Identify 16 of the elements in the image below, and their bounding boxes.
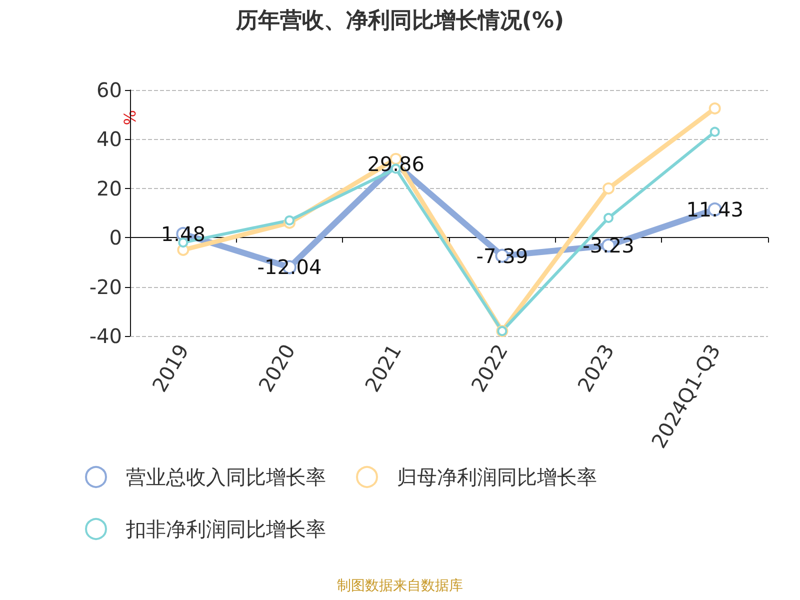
y-tick-label: 0 bbox=[109, 226, 122, 250]
y-tick-label: 40 bbox=[96, 127, 122, 152]
y-tick-label: 60 bbox=[96, 78, 122, 102]
data-label: 11.43 bbox=[686, 197, 744, 222]
y-tick-label: -20 bbox=[89, 274, 122, 299]
y-tick-label: -40 bbox=[89, 324, 122, 348]
legend-label: 营业总收入同比增长率 bbox=[126, 465, 326, 489]
text: 制图数据来自数据库 bbox=[337, 578, 463, 594]
chart-title: 历年营收、净利同比增长情况(%) bbox=[234, 8, 564, 34]
legend-label: 扣非净利润同比增长率 bbox=[125, 517, 326, 541]
legend-label: 归母净利润同比增长率 bbox=[397, 465, 597, 489]
data-label: -3.23 bbox=[582, 234, 634, 258]
data-label: -7.39 bbox=[476, 244, 528, 268]
data-label: 1.48 bbox=[160, 222, 206, 246]
y-tick-label: 20 bbox=[96, 176, 122, 200]
data-label: -12.04 bbox=[257, 255, 322, 280]
